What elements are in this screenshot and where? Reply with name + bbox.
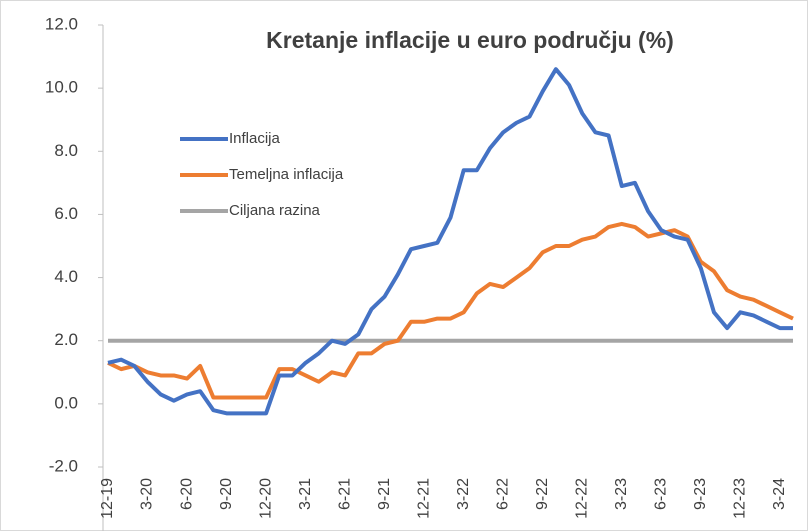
x-tick-label: 3-22 <box>455 478 472 510</box>
x-tick-label: 6-23 <box>652 478 669 510</box>
line-series <box>107 67 793 416</box>
x-tick-label: 6-20 <box>178 478 195 510</box>
y-tick-label: 10.0 <box>45 78 78 97</box>
y-tick-label: 4.0 <box>54 267 78 286</box>
y-tick-label: 2.0 <box>54 330 78 349</box>
x-tick-label: 9-20 <box>218 478 235 510</box>
y-tick-label: 0.0 <box>54 393 78 412</box>
line-series <box>107 221 794 400</box>
x-tick-label: 12-19 <box>99 478 116 519</box>
x-tick-label: 3-23 <box>613 478 630 510</box>
x-tick-label: 9-21 <box>376 478 393 510</box>
x-tick-label: 12-21 <box>415 478 432 519</box>
y-tick-label: 8.0 <box>54 141 78 160</box>
x-tick-label: 6-21 <box>336 478 353 510</box>
legend-label: Ciljana razina <box>229 202 321 219</box>
x-tick-label: 12-22 <box>573 478 590 519</box>
x-tick-label: 3-20 <box>139 478 156 510</box>
x-tick-label: 12-23 <box>732 478 749 519</box>
chart-title: Kretanje inflacije u euro području (%) <box>266 27 674 53</box>
x-tick-label: 6-22 <box>494 478 511 510</box>
y-tick-label: -2.0 <box>49 456 78 475</box>
y-tick-label: 12.0 <box>45 14 78 33</box>
x-tick-label: 3-24 <box>771 478 788 510</box>
legend-label: Inflacija <box>229 130 281 147</box>
x-tick-label: 12-20 <box>257 478 274 519</box>
y-tick-label: 6.0 <box>54 204 78 223</box>
x-tick-label: 9-23 <box>692 478 709 510</box>
x-tick-label: 9-22 <box>534 478 551 510</box>
legend-label: Temeljna inflacija <box>229 166 344 183</box>
x-tick-label: 3-21 <box>297 478 314 510</box>
